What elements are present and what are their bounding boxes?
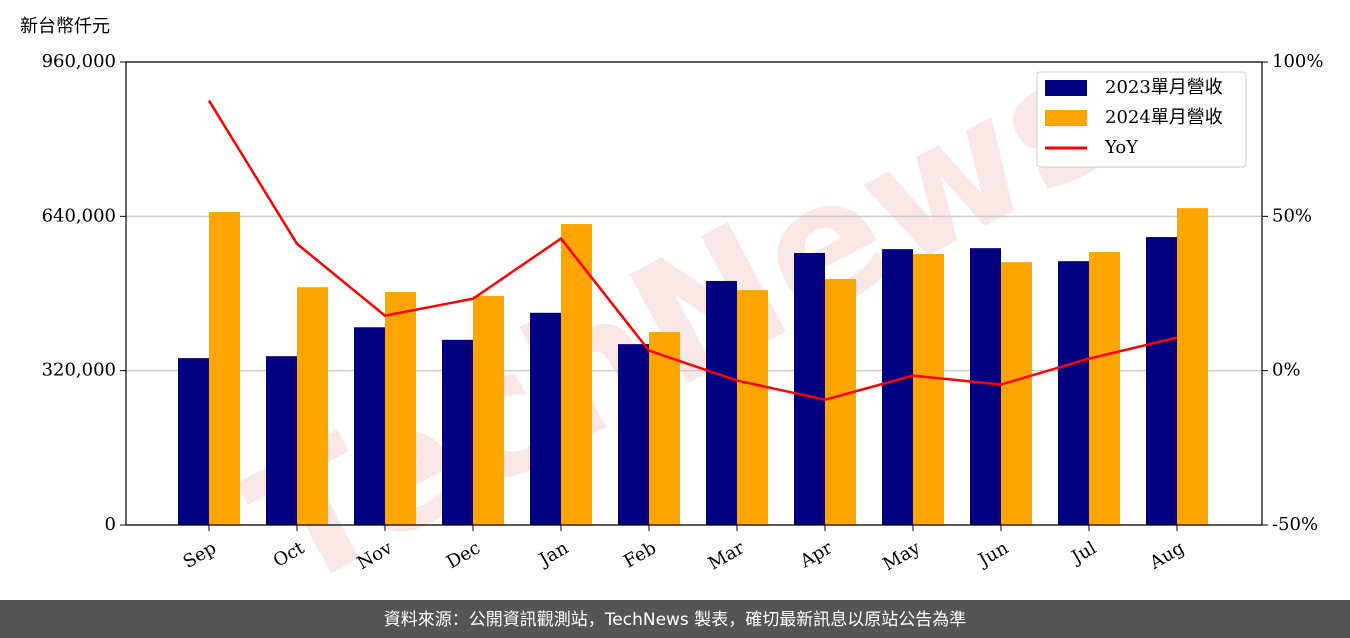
- x-tick-label: Aug: [1145, 537, 1188, 574]
- bar: [1000, 262, 1032, 525]
- y-tick-label: 0: [105, 514, 116, 535]
- y2-tick-label: 50%: [1272, 205, 1312, 226]
- y2-tick-label: 100%: [1272, 51, 1323, 72]
- bar: [1057, 261, 1089, 525]
- y2-tick-label: 0%: [1272, 360, 1301, 381]
- bar: [529, 312, 561, 525]
- y-tick-label: 640,000: [42, 205, 116, 226]
- legend-label: YoY: [1104, 137, 1139, 158]
- bar: [617, 344, 649, 525]
- x-tick-label: Sep: [180, 537, 220, 572]
- bar: [441, 339, 473, 525]
- y2-tick-label: -50%: [1272, 514, 1318, 535]
- x-tick-label: Feb: [620, 537, 660, 572]
- bar: [1088, 252, 1120, 525]
- bar: [1145, 237, 1177, 525]
- y-axis-label: 新台幣仟元: [20, 16, 110, 37]
- legend-label: 2023單月營收: [1105, 77, 1223, 98]
- bar: [560, 224, 592, 526]
- legend-swatch: [1045, 110, 1087, 126]
- x-tick-label: Jan: [534, 537, 572, 571]
- plot-frame: [125, 61, 1263, 526]
- y-tick-label: 320,000: [42, 360, 116, 381]
- bar: [296, 287, 328, 525]
- bar: [208, 211, 240, 525]
- bar: [265, 356, 297, 525]
- legend-swatch: [1045, 80, 1087, 96]
- yoy-line: [207, 99, 1178, 401]
- bar: [881, 249, 913, 526]
- bar: [705, 280, 737, 525]
- y-tick-label: 960,000: [42, 51, 116, 72]
- bar: [736, 290, 768, 525]
- bar: [824, 279, 856, 525]
- legend-box: [1036, 71, 1247, 168]
- bar: [384, 292, 416, 525]
- bar: [1176, 208, 1208, 525]
- bar: [793, 252, 825, 526]
- footer-bar: [0, 600, 1350, 638]
- x-tick-label: May: [879, 537, 924, 575]
- footer-text: 資料來源：公開資訊觀測站，TechNews 製表，確切最新訊息以原站公告為準: [384, 610, 966, 630]
- bar: [472, 295, 504, 525]
- x-tick-label: Mar: [705, 537, 749, 574]
- bar: [353, 327, 385, 525]
- bar: [648, 332, 680, 525]
- x-tick-label: Jun: [973, 537, 1012, 572]
- x-tick-label: Apr: [796, 537, 836, 572]
- bar: [177, 358, 209, 525]
- bar: [969, 248, 1001, 525]
- bar: [912, 253, 944, 525]
- x-tick-label: Jul: [1066, 537, 1100, 569]
- legend-label: 2024單月營收: [1105, 107, 1223, 128]
